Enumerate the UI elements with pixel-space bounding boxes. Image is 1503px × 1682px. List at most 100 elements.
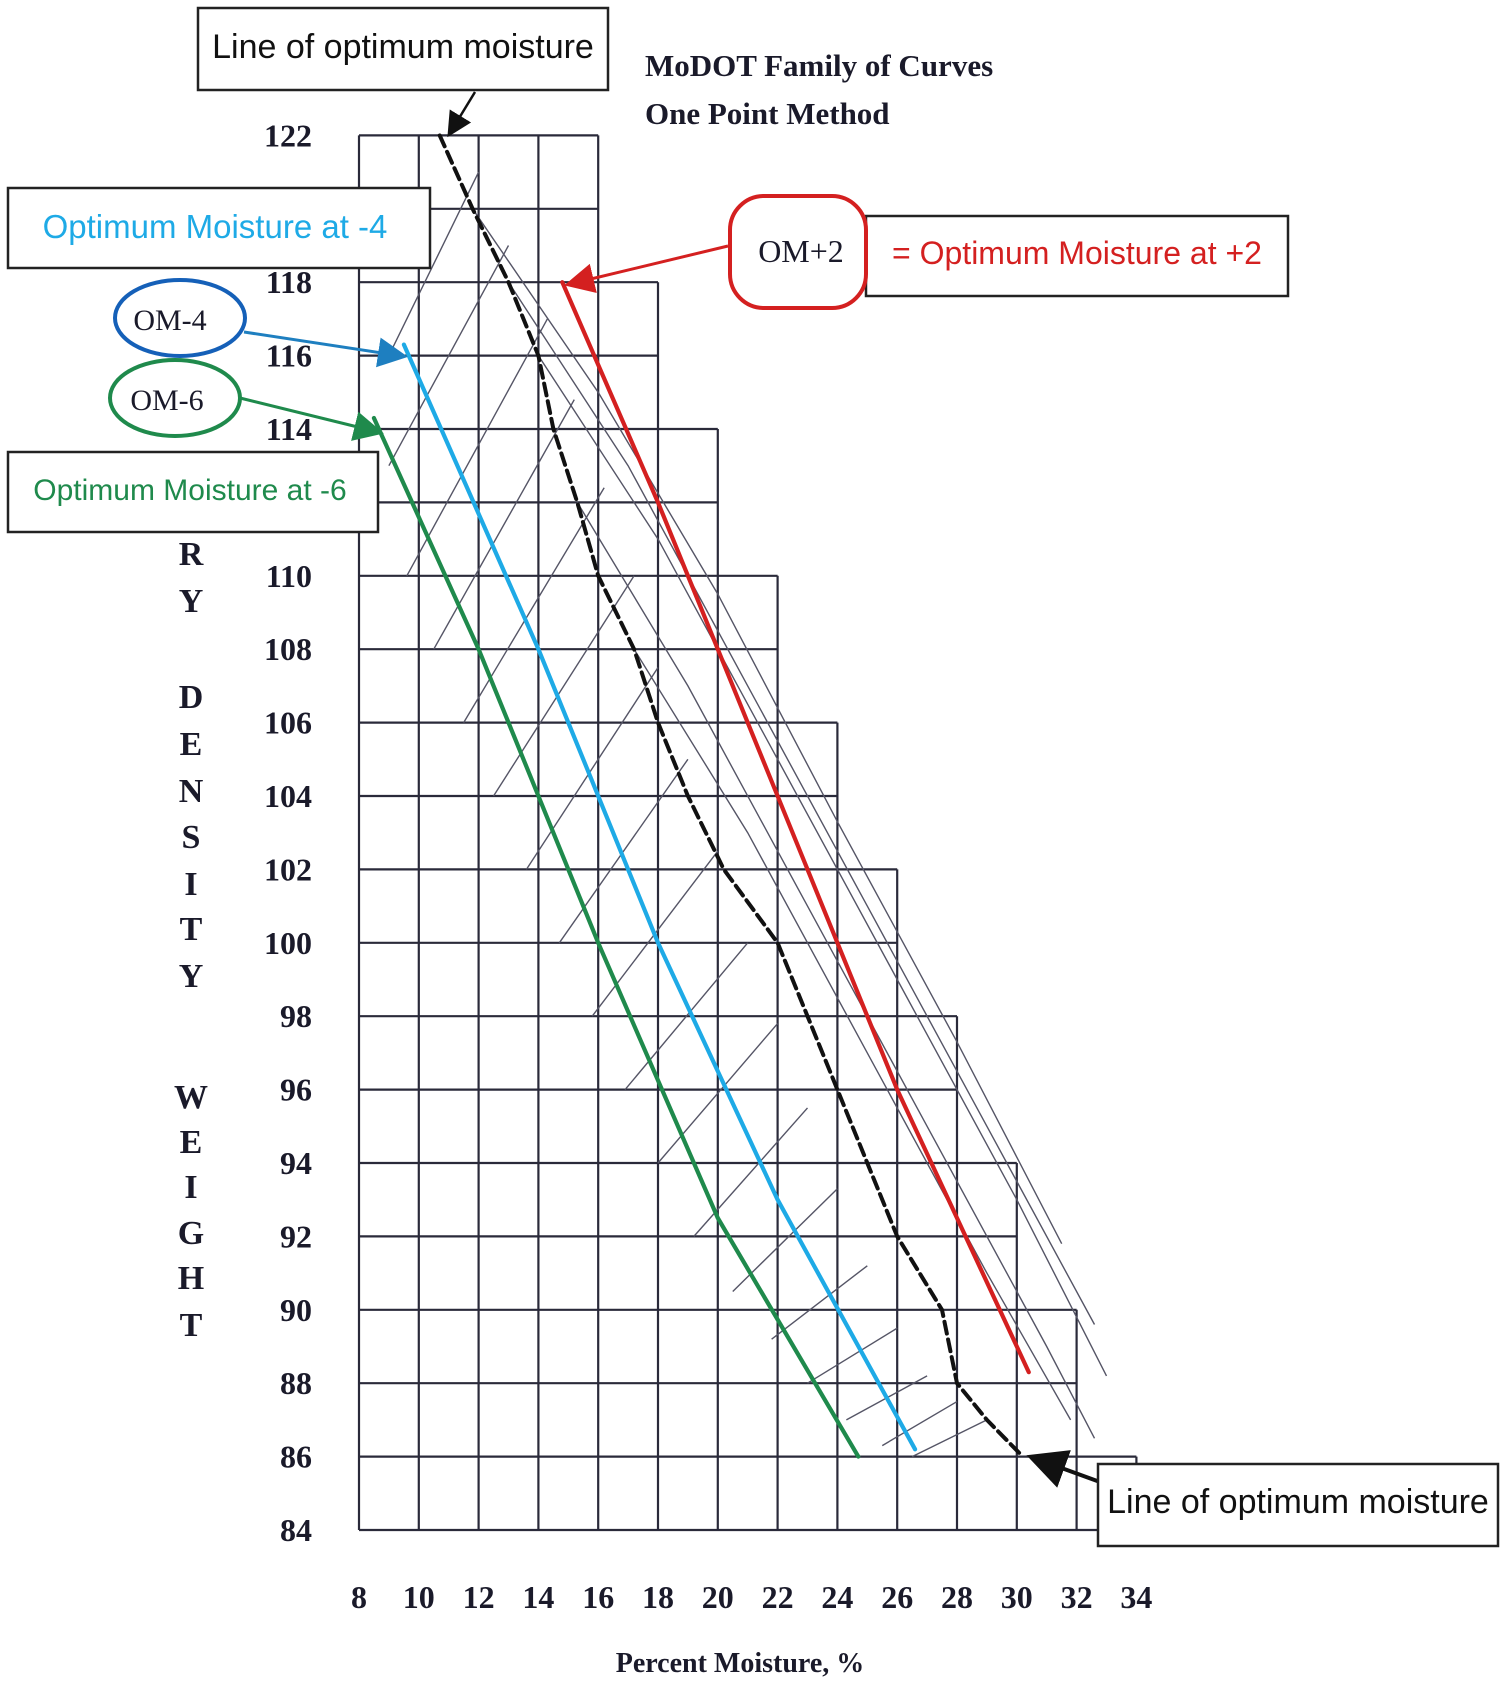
x-tick-label: 20: [702, 1579, 734, 1615]
x-tick-label: 8: [351, 1579, 367, 1615]
bottom-optimum-callout: Line of optimum moisture: [1026, 1450, 1500, 1548]
series-lines: [371, 133, 1031, 1459]
cross-line: [771, 1265, 868, 1340]
y-tick-label: 84: [280, 1512, 312, 1548]
y-label-letter: W: [174, 1079, 208, 1116]
y-tick-label: 88: [280, 1365, 312, 1401]
bottom-optimum-arrow: [1026, 1450, 1101, 1488]
y-tick-label: 102: [264, 851, 312, 887]
bottom-optimum-label: Line of optimum moisture: [1107, 1483, 1489, 1521]
x-tick-label: 26: [881, 1579, 913, 1615]
x-tick-label: 34: [1120, 1579, 1152, 1615]
cross-line: [657, 1023, 779, 1164]
x-tick-labels: 8 10 12 14 16 18 20 22 24 26 28 30 32 34: [351, 1579, 1152, 1615]
cross-lines: [388, 171, 988, 1458]
om-plus2-arrow: [564, 244, 729, 293]
cross-line: [881, 1400, 958, 1447]
y-tick-label: 94: [280, 1145, 312, 1181]
chart-title: MoDOT Family of Curves: [645, 48, 993, 83]
om-plus2-callout: = Optimum Moisture at +2 OM+2: [564, 194, 1290, 310]
y-label-letter: E: [180, 1124, 203, 1161]
y-label-letter: I: [184, 1169, 197, 1206]
y-tick-label: 108: [264, 631, 312, 667]
y-label-letter: G: [178, 1215, 204, 1252]
y-label-letter: H: [178, 1260, 204, 1297]
om-minus6-callout: OM-6 Optimum Moisture at -6: [6, 358, 384, 534]
x-tick-label: 12: [463, 1579, 495, 1615]
om-plus2-tag-frame: [728, 194, 868, 310]
y-label-letter: S: [182, 819, 201, 856]
om-minus6-arrow: [239, 396, 384, 441]
cross-line: [463, 487, 605, 723]
x-axis-label: Percent Moisture, %: [616, 1648, 865, 1679]
y-tick-label: 100: [264, 925, 312, 961]
thin-curve: [537, 355, 1108, 1377]
x-tick-label: 32: [1061, 1579, 1093, 1615]
y-tick-label: 110: [266, 558, 312, 594]
thin-curve: [633, 648, 1072, 1421]
y-label-letter: Y: [179, 583, 204, 620]
y-tick-label: 116: [266, 338, 312, 374]
y-label-letter: Y: [179, 958, 204, 995]
x-tick-label: 14: [522, 1579, 554, 1615]
y-tick-label: 96: [280, 1072, 312, 1108]
y-label-letter: T: [180, 911, 203, 948]
x-tick-label: 30: [1001, 1579, 1033, 1615]
y-tick-label: 106: [264, 705, 312, 741]
cross-line: [624, 942, 749, 1091]
chart-grid: [357, 134, 1138, 1532]
y-label-letter: R: [179, 536, 204, 573]
cross-line: [433, 399, 575, 650]
x-tick-label: 24: [821, 1579, 853, 1615]
om-minus4-box-label: Optimum Moisture at -4: [43, 208, 388, 245]
series-omplus2: [560, 280, 1031, 1375]
top-optimum-arrow: [447, 91, 477, 138]
om-plus2-tag: OM+2: [758, 233, 844, 269]
y-tick-label: 122: [264, 117, 312, 153]
y-label-letter: I: [184, 866, 197, 903]
x-tick-label: 16: [582, 1579, 614, 1615]
cross-line: [693, 1107, 809, 1237]
thin-curve: [472, 208, 1063, 1245]
top-optimum-callout: Line of optimum moisture: [196, 6, 610, 138]
cross-line: [388, 245, 510, 467]
om-minus6-tag: OM-6: [130, 384, 203, 417]
chart-subtitle: One Point Method: [645, 96, 890, 131]
x-tick-label: 18: [642, 1579, 674, 1615]
thin-curve: [507, 281, 1096, 1325]
x-tick-label: 22: [762, 1579, 794, 1615]
cross-line: [911, 1419, 988, 1458]
series-omminus6: [371, 415, 861, 1459]
y-tick-label: 90: [280, 1292, 312, 1328]
top-optimum-label: Line of optimum moisture: [212, 28, 594, 66]
y-label-letter: D: [179, 679, 204, 716]
om-plus2-box-label: = Optimum Moisture at +2: [892, 235, 1262, 271]
y-tick-label: 86: [280, 1439, 312, 1475]
cross-line: [406, 318, 548, 577]
om-minus4-tag-circle: [113, 278, 247, 358]
om-minus4-tag: OM-4: [133, 304, 206, 337]
series-omminus4: [401, 342, 918, 1452]
y-tick-label: 92: [280, 1218, 312, 1254]
y-tick-label: 104: [264, 778, 312, 814]
om-minus6-box-label: Optimum Moisture at -6: [33, 474, 346, 507]
cross-line: [558, 758, 689, 944]
cross-line: [388, 171, 480, 356]
cross-line: [525, 667, 659, 870]
om-minus4-arrow: [243, 330, 408, 368]
y-tick-labels: 122 118 116 114 110 108 106 104 102 100 98 96 94 92 90…: [264, 117, 312, 1548]
x-tick-label: 10: [403, 1579, 435, 1615]
y-tick-label: 98: [280, 998, 312, 1034]
y-label-letter: N: [179, 773, 204, 810]
cross-line: [807, 1327, 898, 1384]
y-label-letter: E: [180, 726, 203, 763]
y-label-letter: T: [180, 1307, 203, 1344]
series-line-of-optimum-moisture: [437, 133, 1025, 1459]
y-tick-label: 118: [266, 264, 312, 300]
cross-line: [492, 575, 635, 797]
x-tick-label: 28: [941, 1579, 973, 1615]
y-tick-label: 114: [266, 411, 312, 447]
om-minus4-callout: Optimum Moisture at -4 OM-4: [6, 186, 432, 368]
